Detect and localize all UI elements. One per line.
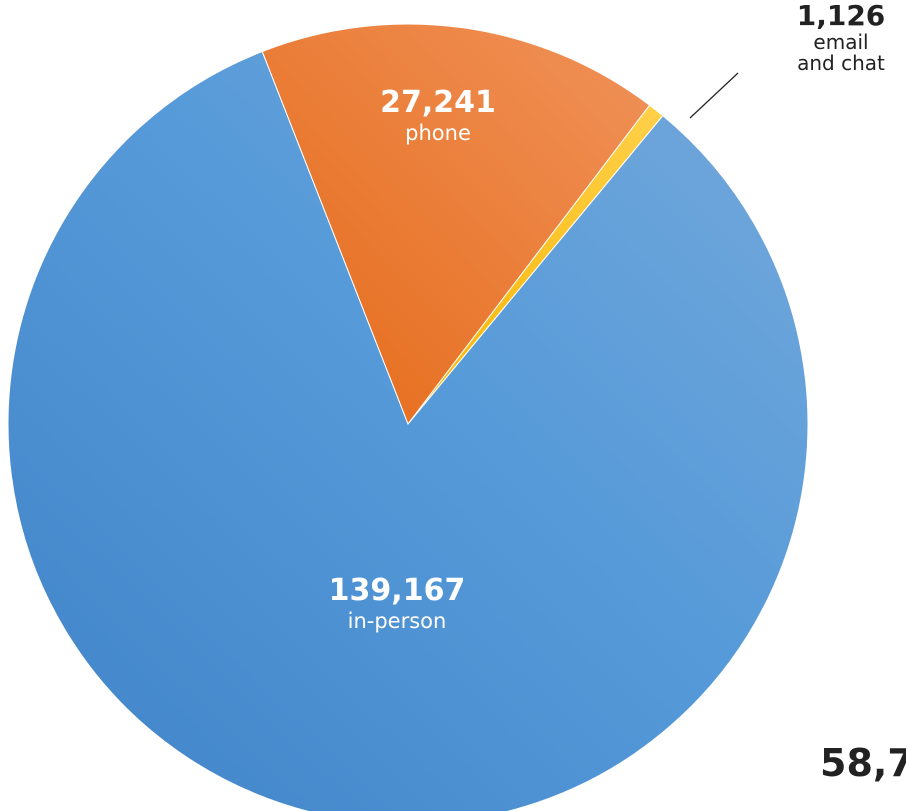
in-person-data-label: 139,167 in-person [328,573,466,633]
email-chat-data-label: 1,126 email and chat [797,0,886,74]
in-person-category: in-person [347,608,447,633]
pie-slices [7,23,809,811]
phone-category: phone [405,120,471,145]
email-chat-value: 1,126 [796,0,886,32]
in-person-value: 139,167 [328,573,466,608]
email-leader-line [689,72,739,119]
slice-in-person [7,50,809,811]
phone-data-label: 27,241 phone [380,85,496,145]
email-chat-category-line-2: and chat [797,51,885,76]
email-chat-category-line-1: email [813,30,869,55]
slice-phone [261,23,651,426]
partial-value-label: 58,7 [820,741,906,785]
phone-value: 27,241 [380,85,496,120]
